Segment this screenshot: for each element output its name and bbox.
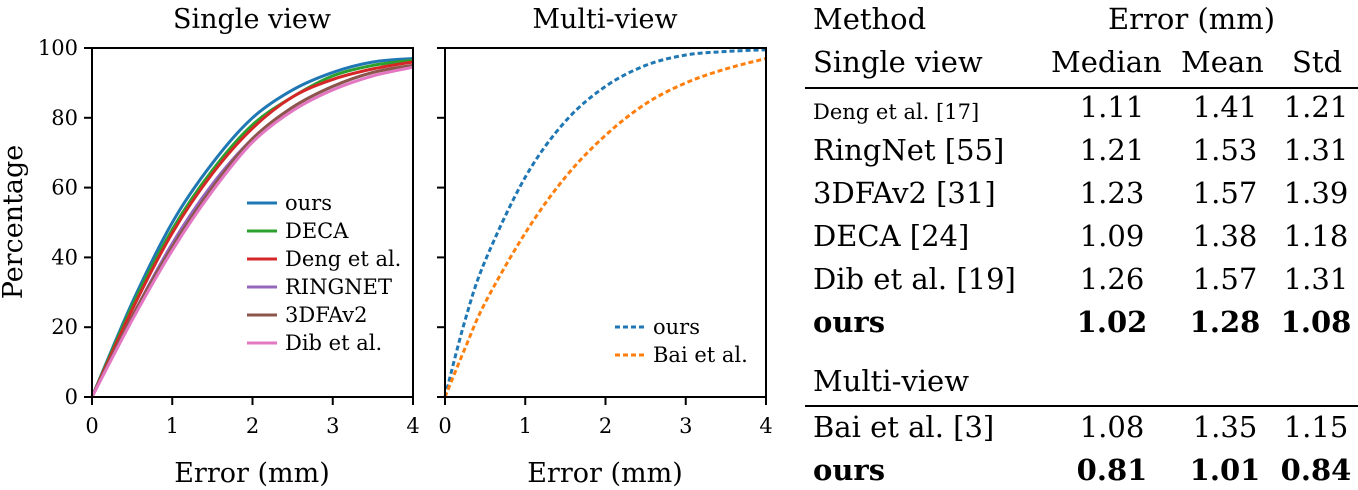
method-cell: 3DFAv2 [31] (813, 176, 996, 210)
x-tick-label: 4 (406, 414, 419, 438)
legend-label: ours (653, 315, 700, 339)
y-tick-label: 20 (51, 315, 78, 339)
mean-cell: 1.53 (1192, 133, 1258, 167)
single-view-frame (91, 47, 414, 398)
std-cell: 1.18 (1283, 219, 1349, 253)
legend-label: RINGNET (285, 275, 392, 299)
x-tick-label: 4 (759, 414, 772, 438)
y-tick-label: 0 (65, 385, 78, 409)
multi-view-series (443, 48, 767, 398)
method-cell: Dib et al. [19] (813, 262, 1016, 296)
mean-cell: 1.57 (1192, 176, 1258, 210)
legend-label: Dib et al. (285, 331, 382, 355)
method-cell: DECA [24] (813, 219, 970, 253)
std-cell: 1.31 (1283, 133, 1349, 167)
method-header: Method (813, 2, 927, 36)
multi-view-frame (444, 47, 767, 398)
charts-figure: Single view Percentage Error (mm) 0 1 2 3 40… (0, 4, 773, 489)
x-tick-label: 0 (438, 414, 451, 438)
series-line-dib-et-al- (90, 65, 414, 398)
single-view-series (90, 57, 414, 398)
single-view-legend: ours DECA Deng et al. RINGNET 3DFAv2 Dib et a… (247, 191, 401, 355)
single-view-chart: Single view Percentage Error (mm) 0 1 2 3 40… (0, 4, 420, 489)
median-cell: 0.81 (1076, 453, 1148, 487)
multi-view-chart: Multi-view Error (mm) 0 1 2 3 4 ours Bai et a… (437, 4, 773, 489)
single-view-section-label: Single view (813, 45, 983, 79)
multi-view-legend: ours Bai et al. (615, 315, 748, 367)
median-cell: 1.26 (1079, 262, 1145, 296)
median-cell: 1.21 (1079, 133, 1145, 167)
median-cell: 1.11 (1079, 90, 1145, 124)
legend-label: 3DFAv2 (285, 303, 367, 327)
legend-label: Deng et al. (285, 247, 401, 271)
mean-cell: 1.28 (1189, 305, 1261, 339)
single-view-ylabel: Percentage (0, 145, 29, 300)
method-cell: ours (813, 453, 886, 487)
legend-label: DECA (285, 219, 349, 243)
legend-label: ours (285, 191, 332, 215)
mean-cell: 1.35 (1192, 410, 1258, 444)
series-line-ours (90, 57, 414, 398)
std-cell: 0.84 (1280, 453, 1352, 487)
mean-cell: 1.38 (1192, 219, 1258, 253)
method-cell: ours (813, 305, 886, 339)
y-tick-label: 100 (38, 36, 78, 60)
median-cell: 1.02 (1076, 305, 1148, 339)
y-tick-label: 60 (51, 176, 78, 200)
median-cell: 1.08 (1079, 410, 1145, 444)
series-line-bai-et-al- (443, 57, 767, 398)
x-tick-label: 1 (166, 414, 179, 438)
series-line-ours (443, 48, 767, 398)
mean-cell: 1.01 (1189, 453, 1261, 487)
mean-cell: 1.57 (1192, 262, 1258, 296)
multi-view-xlabel: Error (mm) (527, 458, 683, 489)
mean-header: Mean (1181, 45, 1264, 79)
multi-view-ticks: 0 1 2 3 4 (437, 47, 773, 438)
x-tick-label: 3 (679, 414, 692, 438)
multi-view-section-label: Multi-view (813, 364, 970, 398)
std-header: Std (1292, 45, 1343, 79)
x-tick-label: 0 (85, 414, 98, 438)
median-cell: 1.23 (1079, 176, 1145, 210)
method-cell: Deng et al. [17] (813, 100, 980, 124)
std-cell: 1.39 (1283, 176, 1349, 210)
x-tick-label: 3 (326, 414, 339, 438)
median-cell: 1.09 (1079, 219, 1145, 253)
series-line-deca (90, 58, 414, 398)
results-table: Method Error (mm) Single view Median Mea… (805, 0, 1358, 490)
std-cell: 1.15 (1283, 410, 1349, 444)
single-view-xlabel: Error (mm) (174, 458, 330, 489)
multi-view-rule (805, 405, 1358, 407)
single-view-title: Single view (173, 4, 331, 35)
y-tick-label: 40 (51, 245, 78, 269)
multi-view-title: Multi-view (532, 4, 677, 35)
median-header: Median (1051, 45, 1162, 79)
y-tick-label: 80 (51, 106, 78, 130)
method-cell: RingNet [55] (813, 133, 1005, 167)
error-header: Error (mm) (1108, 2, 1276, 36)
x-tick-label: 2 (246, 414, 259, 438)
series-line-3dfav2 (90, 63, 414, 398)
legend-label: Bai et al. (653, 343, 748, 367)
header-rule (805, 87, 1358, 89)
method-cell: Bai et al. [3] (813, 410, 995, 444)
mean-cell: 1.41 (1192, 90, 1258, 124)
series-line-deng-et-al- (90, 60, 414, 398)
std-cell: 1.08 (1280, 305, 1352, 339)
x-tick-label: 1 (519, 414, 532, 438)
x-tick-label: 2 (599, 414, 612, 438)
std-cell: 1.21 (1283, 90, 1349, 124)
std-cell: 1.31 (1283, 262, 1349, 296)
